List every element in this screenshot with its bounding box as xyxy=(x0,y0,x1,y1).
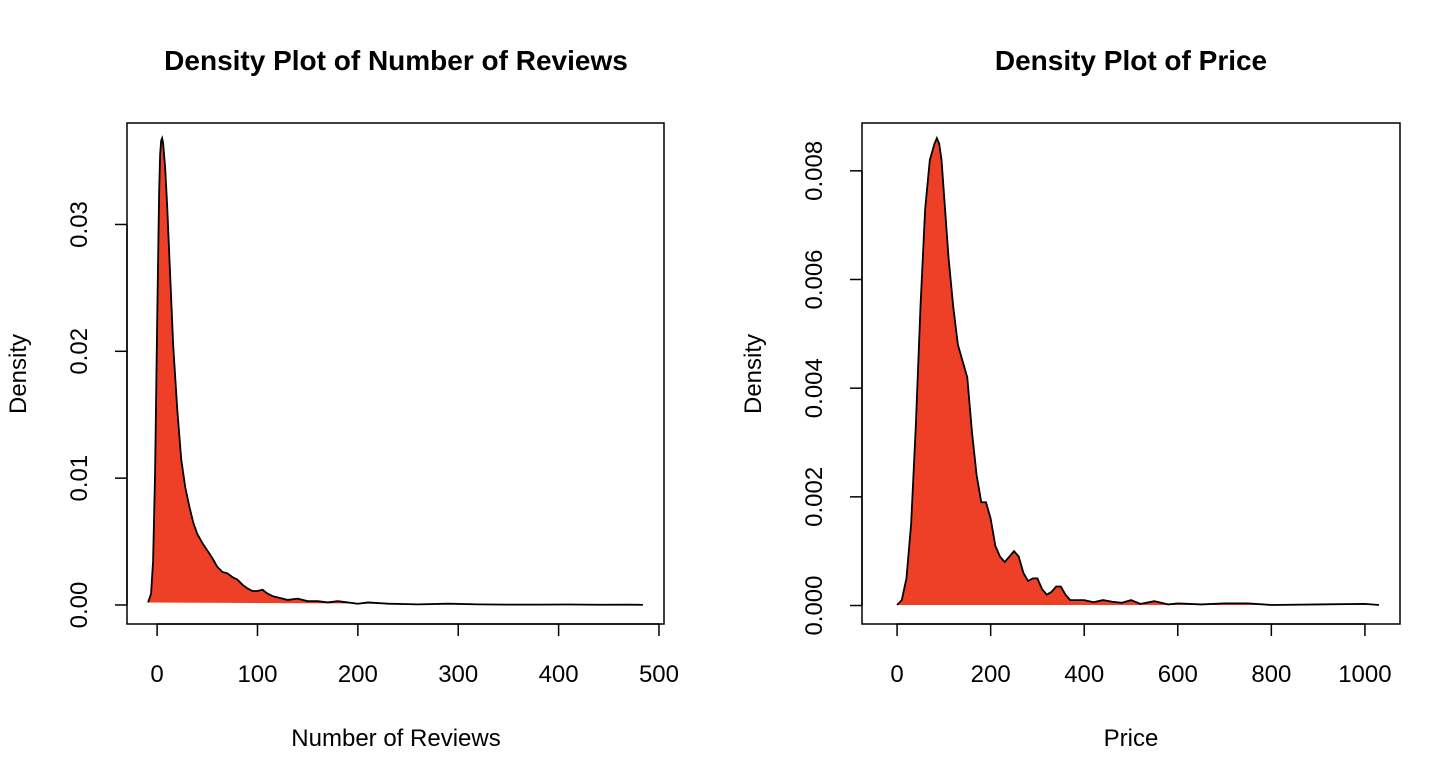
y-tick-label: 0.002 xyxy=(801,467,828,527)
y-tick-label: 0.004 xyxy=(801,358,828,418)
plot-frame xyxy=(126,122,665,625)
chart-price-density: Density Plot of Price Price Density 0 200… xyxy=(740,45,1401,752)
density-line xyxy=(896,135,1380,606)
x-tick-label: 400 xyxy=(539,661,579,688)
x-tick-label: 0 xyxy=(890,661,903,688)
y-tick-label: 0.02 xyxy=(66,328,93,375)
x-tick-label: 400 xyxy=(1064,661,1104,688)
x-tick-label: 600 xyxy=(1158,661,1198,688)
x-axis-label: Number of Reviews xyxy=(291,725,500,752)
y-axis-label: Density xyxy=(740,334,767,414)
y-tick-label: 0.008 xyxy=(801,141,828,201)
density-area xyxy=(148,138,643,605)
x-tick-label: 800 xyxy=(1251,661,1291,688)
density-line xyxy=(147,135,643,606)
y-tick-label: 0.03 xyxy=(66,201,93,248)
y-tick-label: 0.01 xyxy=(66,455,93,502)
x-tick-label: 1000 xyxy=(1338,661,1391,688)
x-tick-label: 100 xyxy=(237,661,277,688)
axes-ticks: 0 200 400 600 800 1000 0.000 0.002 0.004 0.006 0.0… xyxy=(801,141,1392,688)
x-tick-label: 200 xyxy=(971,661,1011,688)
x-axis-label: Price xyxy=(1104,725,1159,752)
y-tick-label: 0.006 xyxy=(801,249,828,309)
chart-reviews-density: Density Plot of Number of Reviews Number… xyxy=(5,45,679,752)
x-tick-label: 300 xyxy=(438,661,478,688)
y-tick-label: 0.00 xyxy=(66,582,93,629)
x-tick-label: 0 xyxy=(150,661,163,688)
chart-title: Density Plot of Number of Reviews xyxy=(164,45,628,76)
y-axis-label: Density xyxy=(5,334,32,414)
density-area xyxy=(897,138,1379,605)
plot-frame xyxy=(861,122,1401,625)
x-tick-label: 200 xyxy=(338,661,378,688)
chart-title: Density Plot of Price xyxy=(995,45,1267,76)
x-tick-label: 500 xyxy=(639,661,679,688)
y-tick-label: 0.000 xyxy=(801,575,828,635)
